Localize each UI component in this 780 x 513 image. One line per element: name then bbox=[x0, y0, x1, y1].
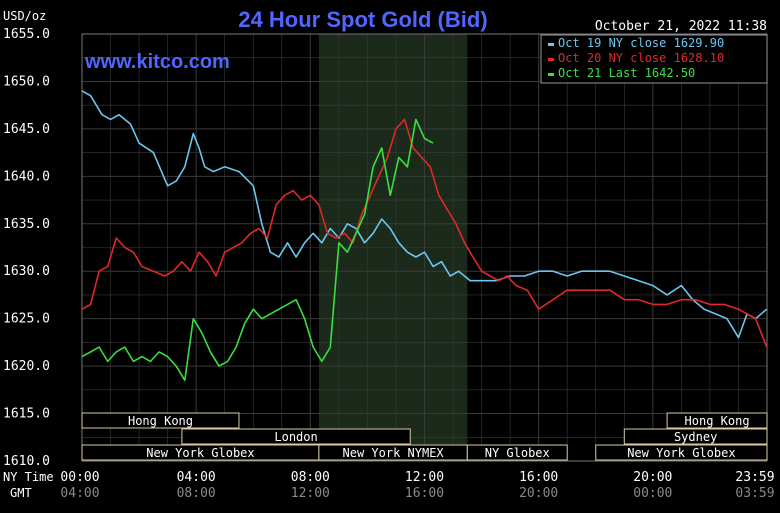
legend-item: Oct 20 NY close 1628.10 bbox=[558, 51, 724, 65]
gmt-row-label: GMT bbox=[10, 486, 32, 500]
session-box bbox=[81, 412, 240, 429]
watermark: www.kitco.com bbox=[84, 51, 230, 73]
y-tick-label: 1645.0 bbox=[3, 122, 50, 137]
x-tick-label-gmt: 00:00 bbox=[633, 486, 672, 501]
x-tick-label-ny: 12:00 bbox=[405, 470, 444, 485]
plot-border bbox=[81, 33, 768, 462]
session-box bbox=[181, 428, 411, 445]
x-tick-label-ny: 04:00 bbox=[177, 470, 216, 485]
session-label: Hong Kong bbox=[128, 414, 193, 428]
y-tick-label: 1620.0 bbox=[3, 359, 50, 374]
x-tick-label-gmt: 04:00 bbox=[60, 486, 99, 501]
x-tick-label-gmt: 20:00 bbox=[519, 486, 558, 501]
y-tick-label: 1655.0 bbox=[3, 27, 50, 42]
x-tick-label-gmt: 03:59 bbox=[735, 486, 774, 501]
legend-item: Oct 19 NY close 1629.90 bbox=[558, 36, 724, 50]
ny-time-row-label: NY Time bbox=[3, 470, 54, 484]
y-tick-label: 1625.0 bbox=[3, 312, 50, 327]
session-label: New York Globex bbox=[627, 446, 735, 460]
y-tick-label: 1610.0 bbox=[3, 454, 50, 469]
x-tick-label-ny: 08:00 bbox=[291, 470, 330, 485]
x-tick-label-gmt: 08:00 bbox=[177, 486, 216, 501]
session-label: London bbox=[274, 430, 317, 444]
session-box bbox=[623, 428, 768, 445]
y-axis-label: USD/oz bbox=[3, 9, 46, 23]
legend-item: Oct 21 Last 1642.50 bbox=[558, 66, 695, 80]
session-label: New York NYMEX bbox=[343, 446, 445, 460]
session-label: NY Globex bbox=[485, 446, 550, 460]
y-tick-label: 1635.0 bbox=[3, 217, 50, 232]
legend-box bbox=[540, 34, 768, 84]
x-tick-label-gmt: 12:00 bbox=[291, 486, 330, 501]
session-box bbox=[595, 444, 768, 461]
session-label: Hong Kong bbox=[685, 414, 750, 428]
y-tick-label: 1615.0 bbox=[3, 407, 50, 422]
series-line-oct20 bbox=[81, 118, 768, 348]
session-box bbox=[666, 412, 768, 429]
chart-title: 24 Hour Spot Gold (Bid) bbox=[238, 7, 487, 32]
chart-timestamp: October 21, 2022 11:38 bbox=[595, 19, 767, 34]
legend-swatch bbox=[548, 43, 554, 46]
legend-swatch bbox=[548, 58, 554, 61]
x-tick-label-ny: 16:00 bbox=[519, 470, 558, 485]
y-tick-label: 1640.0 bbox=[3, 169, 50, 184]
x-tick-label-ny: 00:00 bbox=[60, 470, 99, 485]
y-tick-label: 1650.0 bbox=[3, 74, 50, 89]
session-label: Sydney bbox=[674, 430, 717, 444]
session-box bbox=[466, 444, 568, 461]
session-label: New York Globex bbox=[146, 446, 254, 460]
x-tick-label-ny: 20:00 bbox=[633, 470, 672, 485]
series-line-oct21 bbox=[81, 118, 434, 382]
x-tick-label-ny: 23:59 bbox=[735, 470, 774, 485]
y-tick-label: 1630.0 bbox=[3, 264, 50, 279]
x-tick-label-gmt: 16:00 bbox=[405, 486, 444, 501]
series-line-oct19 bbox=[81, 90, 768, 339]
legend-swatch bbox=[548, 73, 554, 76]
